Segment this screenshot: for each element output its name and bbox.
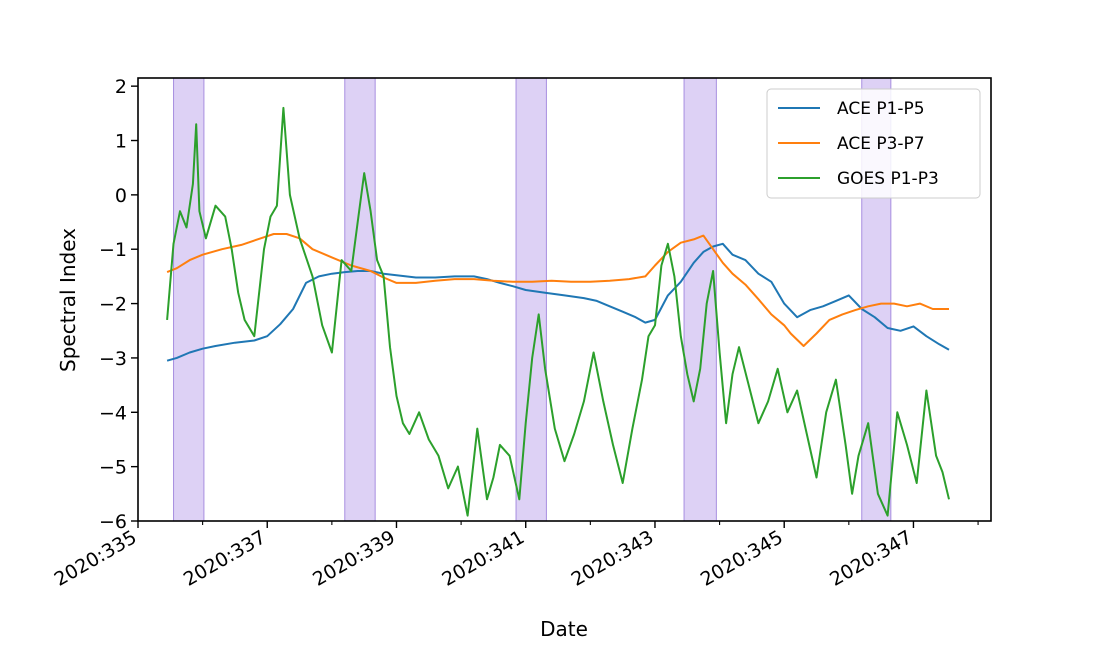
y-tick-label--1: −1 [99, 239, 127, 261]
x-tick-label-343: 2020:343 [568, 526, 658, 591]
y-tick-label--5: −5 [99, 457, 127, 479]
y-tick-label--4: −4 [99, 402, 127, 424]
shaded-interval-1 [173, 77, 205, 522]
x-axis: 2020:335 2020:337 2020:339 2020:341 2020:343… [51, 521, 979, 591]
series-line-3 [166, 106, 950, 517]
x-axis-label: Date [540, 617, 588, 641]
x-tick-label-345: 2020:345 [697, 526, 787, 591]
series-line-2 [166, 233, 949, 347]
legend-box [766, 88, 981, 199]
series-lines [166, 106, 950, 517]
series-line-1 [166, 242, 950, 362]
legend-label-1: ACE P1-P5 [837, 99, 925, 119]
shaded-interval-2 [344, 77, 376, 522]
y-tick-label--6: −6 [99, 511, 127, 533]
x-tick-label-335: 2020:335 [51, 526, 141, 591]
x-tick-label-347: 2020:347 [826, 526, 916, 591]
legend: ACE P1-P5 ACE P3-P7 GOES P1-P3 [766, 88, 981, 199]
x-tick-label-337: 2020:337 [180, 526, 270, 591]
legend-label-2: ACE P3-P7 [837, 134, 925, 154]
y-tick-label--3: −3 [99, 348, 127, 370]
x-tick-label-341: 2020:341 [438, 526, 528, 591]
legend-label-3: GOES P1-P3 [837, 169, 939, 189]
x-tick-label-339: 2020:339 [309, 526, 399, 591]
y-tick-label--2: −2 [99, 294, 127, 316]
y-axis-label: Spectral Index [56, 228, 80, 372]
axes-frame [137, 77, 992, 522]
shaded-interval-4 [683, 77, 717, 522]
y-tick-label-2: 2 [115, 76, 127, 98]
y-tick-label-1: 1 [115, 131, 127, 153]
shaded-interval-3 [515, 77, 547, 522]
y-tick-label-0: 0 [115, 185, 127, 207]
y-axis: 2 1 0 −1 −2 −3 −4 −5 −6 [99, 76, 138, 533]
